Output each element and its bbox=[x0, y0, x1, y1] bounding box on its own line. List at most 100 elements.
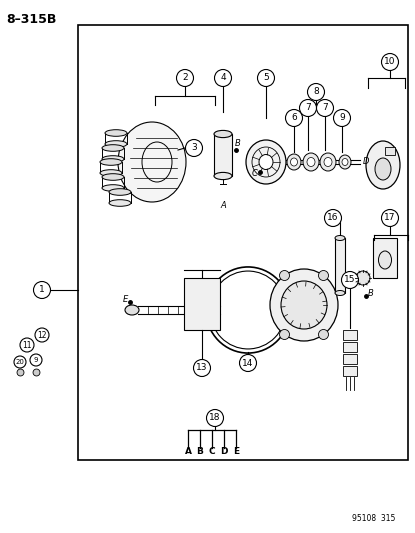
Ellipse shape bbox=[335, 236, 345, 240]
Ellipse shape bbox=[303, 153, 319, 171]
Ellipse shape bbox=[105, 141, 127, 147]
Bar bbox=[373, 238, 397, 278]
Ellipse shape bbox=[342, 158, 348, 166]
Ellipse shape bbox=[214, 131, 232, 138]
Circle shape bbox=[186, 140, 203, 157]
Circle shape bbox=[381, 209, 398, 227]
Ellipse shape bbox=[287, 154, 301, 170]
Text: 16: 16 bbox=[327, 214, 339, 222]
Circle shape bbox=[300, 100, 317, 117]
Text: D: D bbox=[362, 157, 369, 166]
Ellipse shape bbox=[307, 157, 315, 166]
Text: 13: 13 bbox=[196, 364, 208, 373]
Ellipse shape bbox=[378, 251, 391, 269]
Bar bbox=[214, 134, 232, 176]
Text: 7: 7 bbox=[322, 103, 328, 112]
Text: 9: 9 bbox=[34, 357, 38, 363]
Ellipse shape bbox=[281, 281, 327, 329]
Bar bbox=[184, 278, 220, 330]
Ellipse shape bbox=[125, 305, 139, 315]
Ellipse shape bbox=[290, 158, 298, 166]
Text: 14: 14 bbox=[242, 359, 254, 367]
Bar bbox=[343, 366, 357, 376]
Ellipse shape bbox=[339, 155, 351, 169]
Ellipse shape bbox=[356, 271, 370, 285]
Circle shape bbox=[257, 69, 274, 86]
Ellipse shape bbox=[214, 172, 232, 180]
Ellipse shape bbox=[324, 157, 332, 166]
Circle shape bbox=[317, 100, 334, 117]
Text: 15: 15 bbox=[344, 276, 356, 285]
Text: 4: 4 bbox=[220, 74, 226, 83]
Circle shape bbox=[14, 356, 26, 368]
Circle shape bbox=[381, 53, 398, 70]
Text: 11: 11 bbox=[22, 341, 32, 350]
Bar bbox=[343, 354, 357, 364]
Text: 10: 10 bbox=[384, 58, 396, 67]
Ellipse shape bbox=[335, 290, 345, 295]
Text: B: B bbox=[235, 139, 241, 148]
Text: 2: 2 bbox=[182, 74, 188, 83]
Circle shape bbox=[193, 359, 210, 376]
Bar bbox=[385, 147, 395, 155]
Ellipse shape bbox=[375, 158, 391, 180]
Text: E: E bbox=[233, 448, 239, 456]
Text: 8–315B: 8–315B bbox=[6, 13, 56, 26]
Text: 12: 12 bbox=[37, 330, 47, 340]
Ellipse shape bbox=[118, 122, 186, 202]
Circle shape bbox=[207, 409, 224, 426]
Circle shape bbox=[342, 271, 359, 288]
Text: 3: 3 bbox=[191, 143, 197, 152]
Bar bbox=[335, 238, 345, 293]
Ellipse shape bbox=[270, 269, 338, 341]
Text: B: B bbox=[197, 448, 203, 456]
Circle shape bbox=[308, 84, 325, 101]
Circle shape bbox=[30, 354, 42, 366]
Text: 1: 1 bbox=[39, 286, 45, 295]
Ellipse shape bbox=[279, 271, 290, 280]
Text: 20: 20 bbox=[16, 359, 24, 365]
Text: 5: 5 bbox=[263, 74, 269, 83]
Circle shape bbox=[20, 338, 34, 352]
Ellipse shape bbox=[102, 185, 124, 191]
Circle shape bbox=[239, 354, 256, 372]
Ellipse shape bbox=[320, 153, 336, 171]
Ellipse shape bbox=[318, 271, 329, 280]
Ellipse shape bbox=[279, 329, 290, 340]
Circle shape bbox=[334, 109, 351, 126]
Bar bbox=[343, 342, 357, 352]
Ellipse shape bbox=[100, 169, 122, 176]
Circle shape bbox=[34, 281, 51, 298]
Circle shape bbox=[35, 328, 49, 342]
Text: 18: 18 bbox=[209, 414, 221, 423]
Ellipse shape bbox=[259, 155, 273, 169]
Ellipse shape bbox=[100, 159, 122, 165]
Ellipse shape bbox=[105, 130, 127, 136]
Circle shape bbox=[286, 109, 303, 126]
Text: C: C bbox=[209, 448, 215, 456]
Circle shape bbox=[325, 209, 342, 227]
Text: 6: 6 bbox=[291, 114, 297, 123]
Ellipse shape bbox=[318, 329, 329, 340]
Ellipse shape bbox=[109, 189, 131, 195]
Text: 95108  315: 95108 315 bbox=[352, 514, 395, 523]
Text: 8: 8 bbox=[313, 87, 319, 96]
Text: 17: 17 bbox=[384, 214, 396, 222]
Text: 7: 7 bbox=[305, 103, 311, 112]
Ellipse shape bbox=[109, 200, 131, 206]
Circle shape bbox=[215, 69, 232, 86]
Ellipse shape bbox=[102, 174, 124, 180]
Text: C: C bbox=[252, 168, 258, 177]
Text: A: A bbox=[185, 448, 191, 456]
Text: D: D bbox=[220, 448, 228, 456]
Text: A: A bbox=[220, 201, 226, 211]
Bar bbox=[78, 25, 408, 460]
Text: E: E bbox=[123, 295, 128, 303]
Ellipse shape bbox=[366, 141, 400, 189]
Text: B: B bbox=[368, 288, 374, 297]
Ellipse shape bbox=[246, 140, 286, 184]
Bar bbox=[343, 330, 357, 340]
Ellipse shape bbox=[102, 156, 124, 163]
Ellipse shape bbox=[102, 144, 124, 151]
Circle shape bbox=[176, 69, 193, 86]
